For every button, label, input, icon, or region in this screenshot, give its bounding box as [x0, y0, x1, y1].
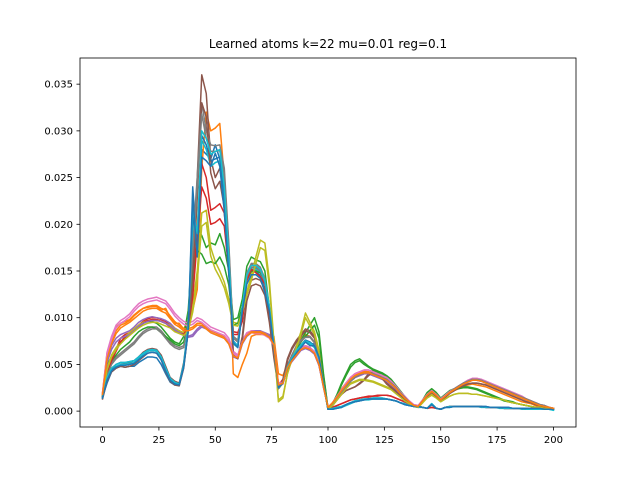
x-tick-label: 25 [153, 435, 166, 446]
chart-title: Learned atoms k=22 mu=0.01 reg=0.1 [209, 37, 447, 51]
x-tick-label: 175 [488, 435, 507, 446]
y-tick-label: 0.000 [44, 407, 73, 418]
x-tick-label: 150 [431, 435, 450, 446]
x-tick-label: 200 [544, 435, 563, 446]
x-tick-label: 100 [318, 435, 337, 446]
x-tick-label: 0 [99, 435, 105, 446]
y-tick-label: 0.005 [44, 360, 73, 371]
y-tick-label: 0.035 [44, 80, 73, 91]
y-tick-label: 0.030 [44, 126, 73, 137]
y-tick-label: 0.020 [44, 220, 73, 231]
y-tick-label: 0.010 [44, 313, 73, 324]
x-tick-label: 75 [265, 435, 278, 446]
x-tick-label: 125 [375, 435, 394, 446]
y-tick-label: 0.015 [44, 266, 73, 277]
axes-layer: 0 25 50 75 100 125 150 175 200 0.000 0.005 0.010 0.0… [44, 57, 577, 446]
y-tick-label: 0.025 [44, 173, 73, 184]
series-line-22 [101, 307, 555, 410]
series-line-21 [101, 152, 555, 410]
series-layer [101, 74, 555, 412]
x-tick-label: 50 [209, 435, 222, 446]
